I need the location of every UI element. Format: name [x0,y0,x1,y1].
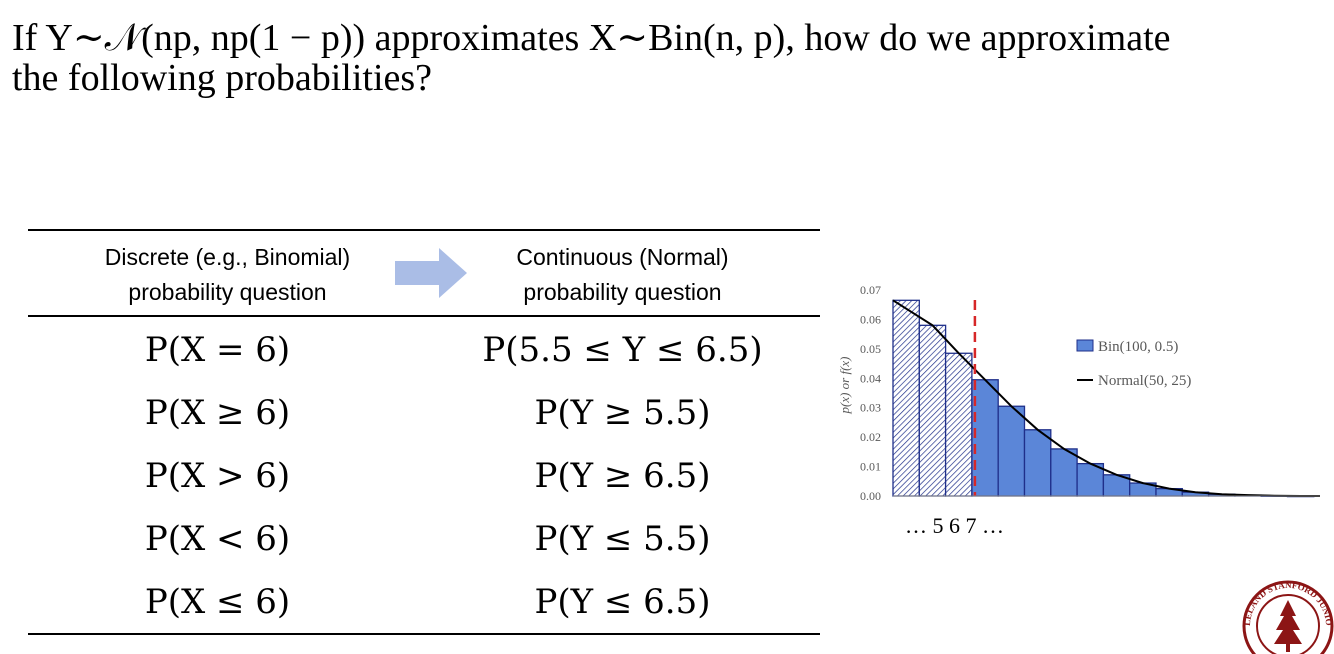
continuous-cell: P(Y ≥ 5.5) [534,393,711,433]
legend-bin-swatch [1076,339,1094,352]
continuous-cell: P(Y ≥ 6.5) [534,456,711,496]
y-tick-label: 0.04 [860,371,881,385]
hatched-bar [918,324,947,497]
table-header-rule [28,315,820,317]
discrete-cell: P(X > 6) [144,456,291,496]
continuous-cell: P(Y ≤ 5.5) [534,519,711,559]
discrete-cell: P(X = 6) [144,330,291,370]
y-tick-label: 0.05 [860,342,881,356]
x-axis-label: … 5 6 7 … [905,513,1004,538]
hatched-bar [892,299,920,497]
y-axis-label: p(x) or f(x) [837,356,852,414]
discrete-cell: P(X ≥ 6) [144,393,291,433]
normal-curve [892,299,1320,497]
bar [1023,429,1052,497]
bar [1050,448,1078,497]
title-line-2: the following probabilities? [12,57,433,99]
header-continuous: Continuous (Normal) probability question [465,240,780,310]
slide-title: If Y∼𝒩(np, np(1 − p)) approximates X∼Bin… [12,18,1322,98]
y-tick-label: 0.03 [860,401,881,415]
discrete-cell: P(X ≤ 6) [144,582,291,622]
bar [971,379,999,497]
y-tick-label: 0.02 [860,430,881,444]
y-tick-label: 0.00 [860,489,881,503]
hatched-bar [944,352,973,497]
header-continuous-line2: probability question [523,279,722,305]
table-bottom-rule [28,633,820,635]
y-tick-label: 0.07 [860,283,881,297]
title-line-1: If Y∼𝒩(np, np(1 − p)) approximates X∼Bin… [12,17,1171,59]
stanford-seal-logo: LELAND STANFORD JUNIOR UNIV [1240,574,1334,654]
bar [997,405,1026,497]
y-tick-label: 0.06 [860,312,881,326]
table-top-rule [28,229,820,231]
header-continuous-line1: Continuous (Normal) [516,244,729,270]
header-discrete: Discrete (e.g., Binomial) probability qu… [60,240,395,310]
binomial-normal-chart: 0.00 0.01 0.02 0.03 0.04 0.05 0.06 0.07 p(x) or… [837,283,1320,538]
header-discrete-line1: Discrete (e.g., Binomial) [104,244,351,270]
header-discrete-line2: probability question [128,279,327,305]
legend-normal-label: Normal(50, 25) [1098,373,1191,389]
continuous-cell: P(Y ≤ 6.5) [534,582,711,622]
discrete-cell: P(X < 6) [144,519,291,559]
legend-bin-label: Bin(100, 0.5) [1098,339,1178,355]
right-arrow-icon [395,248,467,298]
continuous-cell: P(5.5 ≤ Y ≤ 6.5) [482,330,763,370]
y-tick-label: 0.01 [860,460,881,474]
